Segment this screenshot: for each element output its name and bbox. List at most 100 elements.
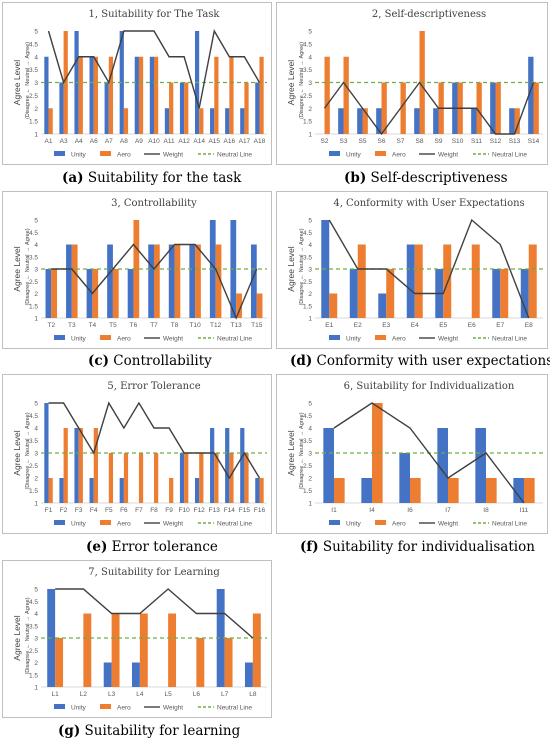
bar-unity <box>255 478 260 503</box>
bar-aero <box>386 269 395 318</box>
y-tick-label: 3 <box>308 80 312 87</box>
y-axis-scale: (Disagree ← Neutral→ Agree) <box>299 228 305 305</box>
caption-b-text: Self-descriptiveness <box>370 170 508 186</box>
bar-aero <box>123 108 129 134</box>
x-tick-label: E1 <box>325 322 333 329</box>
y-tick-label: 1 <box>308 316 312 323</box>
x-tick-label: A17 <box>239 138 251 145</box>
y-axis-scale-part: Neutral <box>299 254 305 272</box>
bar-aero <box>224 638 233 687</box>
y-tick-label: 2.5 <box>303 93 312 100</box>
y-tick-label: 4 <box>34 242 38 249</box>
chart-g: 7, Suitability for Learning 1 1.5 2 2.5 3 3.5 4… <box>12 567 267 712</box>
bar-unity <box>59 82 64 134</box>
y-tick-label: 4 <box>34 426 38 433</box>
x-tick-label: I4 <box>369 507 375 514</box>
x-tick-label: S10 <box>452 138 464 145</box>
bar-aero <box>244 82 249 134</box>
chart-d: 4, Conformity with User Expectations 1 1.5… <box>286 198 543 343</box>
x-tick-label: F2 <box>60 507 68 514</box>
legend-weight-label: Weight <box>163 521 183 528</box>
y-tick-label: 3.5 <box>29 254 38 261</box>
y-tick-label: 4.5 <box>29 230 38 237</box>
bar-aero <box>259 56 264 134</box>
x-tick-label: S3 <box>340 138 348 145</box>
legend-aero-label: Aero <box>117 152 131 159</box>
y-tick-label: 1.5 <box>29 672 38 679</box>
bar-aero <box>400 82 406 134</box>
y-axis-scale-part: (Disagree <box>299 282 305 306</box>
legend-unity-label: Unity <box>71 521 87 528</box>
bar-unity <box>475 428 486 503</box>
y-tick-label: 2 <box>34 106 38 113</box>
legend-unity-label: Unity <box>346 521 362 528</box>
bar-aero <box>381 82 387 134</box>
y-axis-scale-part: → <box>25 431 31 437</box>
caption-f-text: Suitability for individualisation <box>322 539 535 555</box>
y-axis-scale-part: ← <box>299 274 305 280</box>
y-tick-label: 1 <box>34 132 38 139</box>
bar-unity <box>225 108 230 134</box>
weight-line <box>51 243 258 320</box>
chart-title: 3, Controllability <box>111 198 197 209</box>
legend-aero-swatch <box>375 335 386 340</box>
bar-unity <box>149 56 154 134</box>
legend-unity-swatch <box>329 335 340 340</box>
x-tick-label: E3 <box>382 322 390 329</box>
bar-aero <box>92 269 99 318</box>
bar-unity <box>164 108 170 134</box>
x-tick-label: A6 <box>90 138 98 145</box>
bar-unity <box>433 108 439 134</box>
y-tick-label: 2.5 <box>29 648 38 655</box>
x-tick-label: S14 <box>528 138 540 145</box>
y-axis-scale-part: Agree) <box>25 42 31 59</box>
bar-unity <box>89 56 94 134</box>
bar-unity <box>437 428 448 503</box>
x-tick-label: S5 <box>359 138 367 145</box>
y-axis-scale-part: ← <box>25 274 31 280</box>
x-tick-label: E6 <box>468 322 476 329</box>
x-tick-label: S2 <box>321 138 329 145</box>
chart-a: 1, Suitability for The Task 1 1.5 2 2.5 3 3.5 4… <box>12 9 267 159</box>
legend-unity-swatch <box>54 151 65 156</box>
x-tick-label: L5 <box>165 691 173 698</box>
x-tick-label: S12 <box>490 138 502 145</box>
x-tick-label: L6 <box>193 691 201 698</box>
x-tick-label: E4 <box>411 322 419 329</box>
bar-aero <box>199 108 204 134</box>
bar-aero <box>48 108 53 134</box>
legend-unity-label: Unity <box>71 152 87 159</box>
y-axis-scale-part: Agree) <box>25 597 31 614</box>
y-axis-scale-part: (Disagree <box>299 466 305 490</box>
chart-panel-c: 3, Controllability 1 1.5 2 2.5 3 3.5 4 4.5 5 Agree… <box>2 191 272 349</box>
x-tick-label: A3 <box>60 138 68 145</box>
legend-weight-label: Weight <box>163 336 183 343</box>
x-tick-label: F14 <box>224 507 236 514</box>
chart-c: 3, Controllability11.522.533.544.55Agree… <box>12 198 267 343</box>
x-tick-label: E7 <box>496 322 504 329</box>
bar-aero <box>495 82 501 134</box>
bar-unity <box>528 56 534 134</box>
bar-aero <box>63 428 68 503</box>
x-tick-label: T2 <box>47 322 55 329</box>
y-axis-scale-part: (Disagree <box>25 282 31 306</box>
caption-b: (b) Self-descriptiveness <box>344 170 508 186</box>
y-axis-scale-part: → <box>299 247 305 253</box>
bar-aero <box>71 244 78 318</box>
bar-aero <box>476 82 482 134</box>
bar-aero <box>486 478 497 503</box>
bar-unity <box>44 403 49 503</box>
y-tick-label: 1 <box>34 685 38 692</box>
y-tick-label: 4.5 <box>303 230 312 237</box>
bar-unity <box>376 108 382 134</box>
weight-line <box>48 401 261 480</box>
x-tick-label: F8 <box>150 507 158 514</box>
bar-aero <box>112 269 119 318</box>
bar-aero <box>500 269 509 318</box>
legend-weight-label: Weight <box>438 152 458 159</box>
bar-unity <box>490 82 496 134</box>
bar-aero <box>244 453 249 503</box>
bar-unity <box>119 478 124 503</box>
bar-aero <box>195 244 201 318</box>
bar-aero <box>174 244 181 318</box>
